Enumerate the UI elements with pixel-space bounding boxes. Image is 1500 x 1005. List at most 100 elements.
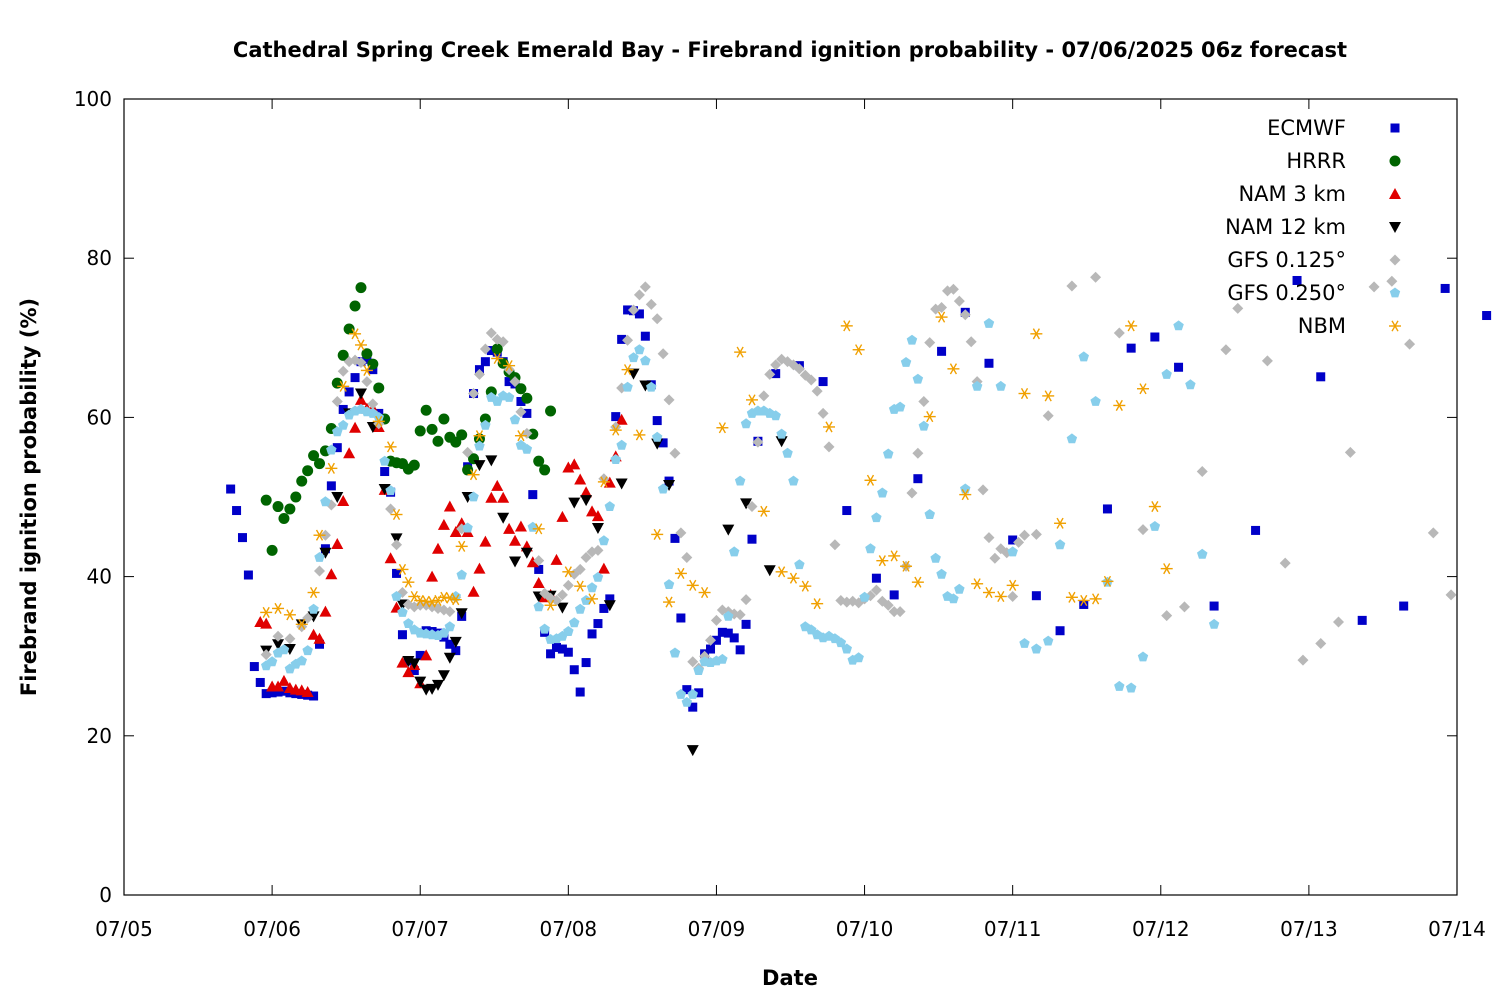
data-point bbox=[652, 416, 662, 426]
data-point bbox=[468, 491, 479, 502]
data-point bbox=[261, 689, 271, 699]
data-point bbox=[1389, 188, 1401, 199]
data-point bbox=[563, 626, 574, 636]
data-point bbox=[723, 610, 734, 621]
data-point bbox=[349, 421, 362, 433]
data-point bbox=[522, 408, 532, 418]
data-point bbox=[1161, 610, 1173, 622]
data-point bbox=[444, 606, 456, 618]
data-point bbox=[1445, 589, 1457, 601]
data-point bbox=[1008, 535, 1018, 545]
data-point bbox=[432, 435, 444, 447]
data-point bbox=[646, 381, 657, 392]
data-point bbox=[337, 380, 350, 392]
data-point bbox=[485, 327, 497, 339]
data-point bbox=[840, 320, 853, 332]
data-point bbox=[349, 328, 362, 340]
data-point bbox=[1007, 546, 1018, 557]
data-point bbox=[1079, 599, 1089, 609]
data-point bbox=[658, 438, 668, 448]
data-point bbox=[249, 662, 259, 672]
data-point bbox=[645, 298, 657, 310]
data-point bbox=[331, 537, 344, 549]
data-point bbox=[391, 539, 403, 551]
data-point bbox=[609, 424, 622, 436]
data-point bbox=[390, 533, 403, 545]
data-point bbox=[888, 606, 900, 618]
data-point bbox=[533, 455, 545, 467]
legend-item: NAM 3 km bbox=[1238, 182, 1401, 206]
data-point bbox=[983, 532, 995, 544]
data-point bbox=[688, 702, 698, 712]
data-point bbox=[627, 368, 640, 380]
data-point bbox=[605, 594, 615, 604]
data-point bbox=[284, 633, 296, 645]
data-point bbox=[1019, 638, 1030, 648]
legend-item: NBM bbox=[1298, 314, 1401, 338]
data-point bbox=[337, 365, 349, 377]
data-point bbox=[1368, 281, 1380, 293]
data-point bbox=[912, 447, 924, 459]
data-point bbox=[741, 619, 751, 629]
data-point bbox=[1251, 525, 1261, 535]
data-point bbox=[509, 534, 522, 546]
data-point bbox=[503, 360, 516, 372]
data-point bbox=[1149, 521, 1161, 531]
data-point bbox=[1013, 536, 1025, 548]
data-point bbox=[350, 373, 360, 383]
data-point bbox=[746, 501, 758, 513]
data-point bbox=[1197, 548, 1208, 559]
data-point bbox=[918, 420, 929, 431]
data-point bbox=[574, 473, 587, 485]
data-point bbox=[313, 632, 326, 644]
data-point bbox=[315, 639, 325, 649]
data-point bbox=[1150, 332, 1160, 342]
data-point bbox=[550, 553, 563, 565]
data-point bbox=[1078, 351, 1089, 362]
data-point bbox=[307, 611, 320, 623]
data-point bbox=[977, 484, 989, 496]
data-point bbox=[775, 566, 788, 578]
data-point bbox=[758, 390, 770, 402]
data-point bbox=[437, 670, 450, 682]
data-point bbox=[443, 652, 456, 664]
x-axis-label: Date bbox=[762, 966, 818, 990]
data-point bbox=[449, 636, 462, 648]
data-point bbox=[616, 439, 627, 450]
data-point bbox=[403, 618, 414, 628]
data-point bbox=[534, 564, 544, 574]
data-point bbox=[621, 364, 634, 376]
data-point bbox=[674, 567, 687, 579]
data-point bbox=[379, 455, 390, 466]
data-point bbox=[426, 423, 438, 435]
data-point bbox=[723, 628, 733, 638]
data-point bbox=[384, 441, 397, 453]
data-point bbox=[865, 543, 876, 554]
data-point bbox=[959, 489, 972, 501]
data-point bbox=[787, 572, 800, 584]
y-tick-label: 60 bbox=[87, 405, 112, 429]
data-point bbox=[307, 586, 320, 599]
data-point bbox=[794, 559, 805, 570]
data-point bbox=[1113, 399, 1126, 412]
data-point bbox=[569, 617, 580, 628]
data-point bbox=[451, 646, 461, 656]
data-point bbox=[669, 447, 681, 459]
data-point bbox=[491, 479, 504, 491]
data-point bbox=[740, 418, 752, 429]
data-point bbox=[1315, 637, 1327, 649]
data-point bbox=[1292, 275, 1302, 285]
data-point bbox=[260, 617, 273, 629]
data-point bbox=[277, 674, 290, 686]
data-point bbox=[267, 688, 277, 698]
data-point bbox=[344, 387, 354, 397]
data-point bbox=[260, 649, 272, 661]
data-point bbox=[243, 570, 253, 580]
data-point bbox=[462, 522, 473, 533]
data-point bbox=[983, 318, 995, 328]
data-point bbox=[799, 580, 812, 592]
data-point bbox=[562, 566, 575, 578]
data-point bbox=[349, 300, 361, 312]
data-point bbox=[319, 547, 332, 559]
